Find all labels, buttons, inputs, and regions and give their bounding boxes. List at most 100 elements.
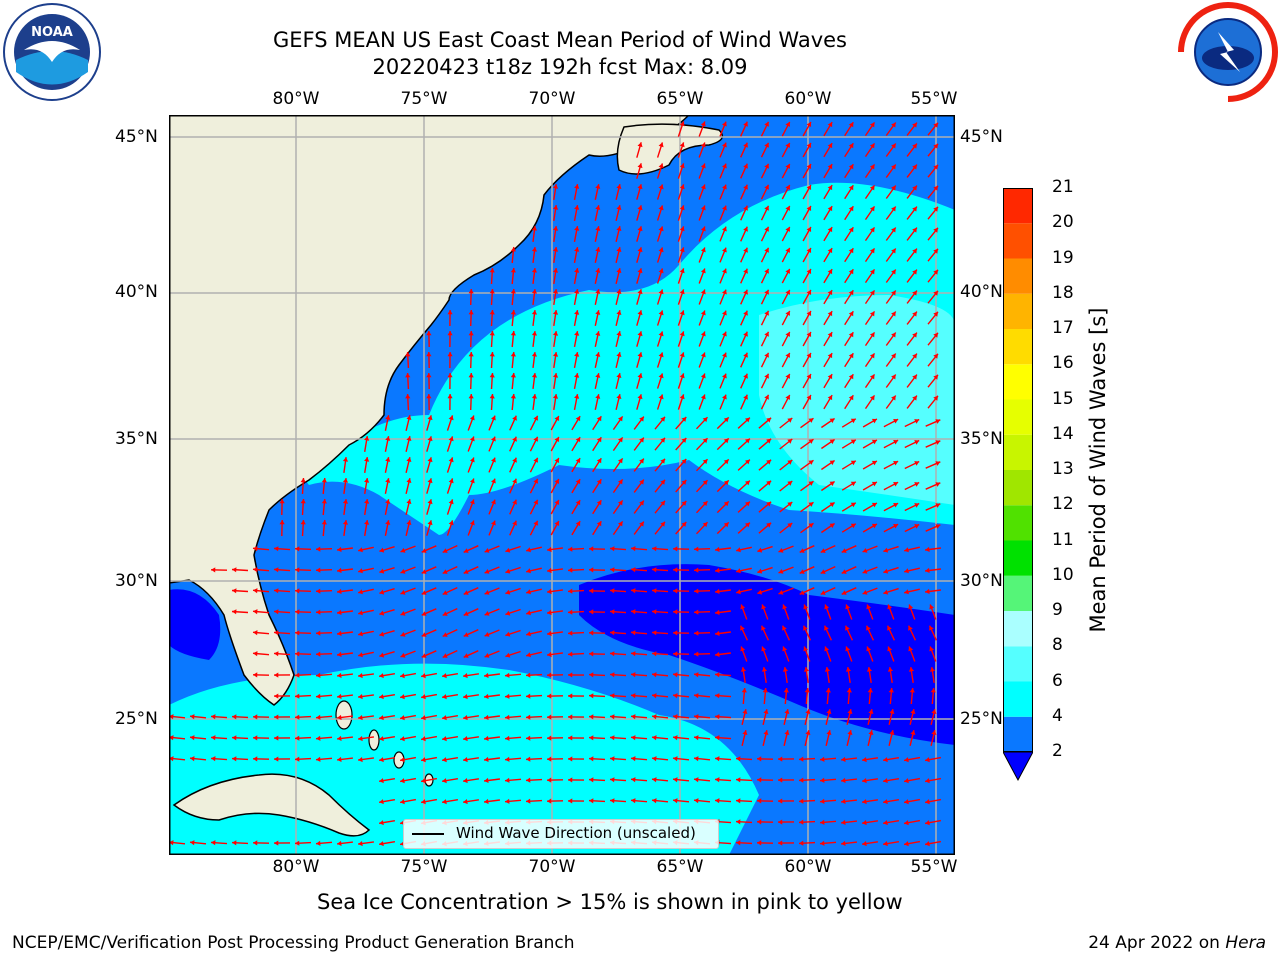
wind-arrow-head <box>253 546 258 552</box>
wind-arrow-head <box>722 289 727 295</box>
wind-arrow-head <box>761 604 767 610</box>
wind-arrow-head <box>484 590 490 595</box>
wind-arrow-head <box>912 227 917 233</box>
wind-arrow-head <box>909 688 915 693</box>
wind-arrow-head <box>316 609 321 615</box>
wind-arrow-head <box>589 546 594 552</box>
wind-arrow-head <box>908 625 913 631</box>
wind-arrow-head <box>274 672 279 678</box>
wind-arrow-head <box>468 331 474 336</box>
wind-arrow-head <box>862 590 868 595</box>
wind-arrow-head <box>925 588 930 594</box>
wind-arrow-head <box>891 269 896 275</box>
wind-arrow-head <box>400 610 406 616</box>
wind-arrow-head <box>406 520 412 525</box>
colorbar-band <box>1003 364 1033 400</box>
wind-arrow-head <box>442 799 447 805</box>
wind-arrow-head <box>447 352 453 357</box>
wind-arrow-head <box>568 630 573 636</box>
wind-arrow-head <box>658 373 664 379</box>
wind-arrow-head <box>232 714 237 720</box>
wind-arrow-head <box>841 777 846 783</box>
wind-arrow-head <box>914 482 920 487</box>
wind-arrow-head <box>848 353 854 359</box>
wind-arrow-head <box>652 756 657 762</box>
wind-arrow-head <box>700 205 706 211</box>
wind-arrow-head <box>618 479 623 485</box>
wind-arrow-head <box>358 589 363 595</box>
wind-arrow-head <box>421 778 426 784</box>
wind-arrow-head <box>631 693 636 699</box>
wind-arrow-head <box>531 247 537 252</box>
wind-arrow-head <box>715 735 720 741</box>
wind-arrow-head <box>700 394 706 400</box>
colorbar-tick-label: 11 <box>1052 529 1074 550</box>
wind-arrow-head <box>658 268 664 274</box>
lon-tick-bottom-55w: 55°W <box>910 857 958 877</box>
colorbar-band <box>1003 681 1033 717</box>
wind-arrow-head <box>764 373 769 379</box>
wind-arrow-head <box>848 164 854 170</box>
wind-arrow-head <box>610 609 615 615</box>
wind-arrow-head <box>505 652 511 658</box>
wind-arrow-head <box>679 163 685 169</box>
wind-arrow-head <box>652 567 657 573</box>
wind-arrow-head <box>595 247 601 252</box>
wind-arrow-head <box>596 416 602 422</box>
wind-arrow-head <box>694 546 699 552</box>
wind-arrow-head <box>631 756 636 762</box>
wind-arrow-head <box>785 373 790 379</box>
wind-arrow-head <box>871 439 877 445</box>
wind-arrow-head <box>253 714 258 720</box>
wind-arrow-head <box>337 735 342 741</box>
wind-arrow-head <box>658 289 664 295</box>
wind-arrow-head <box>660 416 665 422</box>
wind-arrow-head <box>421 611 427 616</box>
wind-arrow-head <box>931 709 937 714</box>
wind-arrow-head <box>574 331 580 336</box>
wind-arrow-head <box>400 568 406 574</box>
wind-arrow-head <box>337 693 342 699</box>
wind-arrow-head <box>785 205 790 211</box>
wind-arrow-head <box>743 205 748 211</box>
wind-arrow-head <box>568 735 573 741</box>
wind-arrow-head <box>766 459 772 465</box>
wind-arrow-head <box>274 756 279 762</box>
wind-arrow-head <box>722 142 727 148</box>
wind-arrow-head <box>631 672 636 678</box>
colorbar-tick-label: 4 <box>1052 705 1063 726</box>
wind-arrow-head <box>652 672 657 678</box>
wind-arrow-head <box>891 122 896 128</box>
wind-arrow-head <box>610 756 615 762</box>
wind-arrow-head <box>889 709 895 714</box>
wind-arrow-head <box>829 502 835 508</box>
wind-arrow-head <box>808 523 814 528</box>
wind-arrow-head <box>631 735 636 741</box>
wind-arrow-head <box>512 415 517 421</box>
wind-arrow-head <box>295 588 300 594</box>
wind-arrow-head <box>908 604 914 610</box>
wind-arrow-head <box>820 548 826 553</box>
wind-arrow-head <box>862 820 867 826</box>
wind-arrow-head <box>652 609 657 615</box>
wind-arrow-head <box>925 799 930 805</box>
wind-arrow-head <box>782 667 788 672</box>
wind-arrow-head <box>866 646 872 652</box>
wind-arrow-head <box>891 248 896 254</box>
wind-arrow-head <box>510 247 516 252</box>
wind-arrow-head <box>379 610 385 616</box>
wind-arrow-head <box>681 459 687 464</box>
wind-arrow-head <box>764 268 769 274</box>
wind-arrow-head <box>679 205 685 211</box>
wind-arrow-head <box>337 609 342 615</box>
wind-arrow-head <box>850 418 856 424</box>
wind-arrow-head <box>891 227 896 233</box>
wind-arrow-head <box>673 735 678 741</box>
wind-arrow-head <box>337 630 342 636</box>
wind-arrow-head <box>722 373 727 379</box>
wind-arrow-head <box>829 481 835 487</box>
wind-arrow-head <box>740 646 746 652</box>
wind-arrow-head <box>533 436 538 442</box>
wind-arrow-head <box>883 799 888 805</box>
colorbar-band <box>1003 223 1033 259</box>
